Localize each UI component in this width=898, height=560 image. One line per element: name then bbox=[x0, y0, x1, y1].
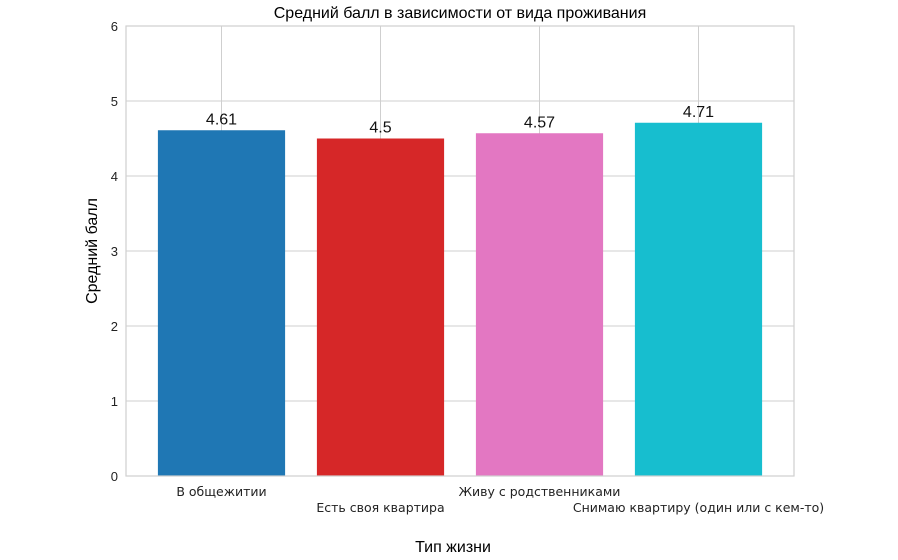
x-tick-label: Снимаю квартиру (один или с кем-то) bbox=[573, 500, 824, 515]
chart-title: Средний балл в зависимости от вида прожи… bbox=[274, 5, 646, 22]
x-tick-label: Есть своя квартира bbox=[316, 500, 444, 515]
y-tick-label: 6 bbox=[111, 19, 118, 34]
y-tick-label: 2 bbox=[111, 319, 118, 334]
x-axis-label: Тип жизни bbox=[415, 539, 491, 556]
bar bbox=[634, 122, 763, 476]
y-axis-label: Средний балл bbox=[84, 198, 101, 304]
bar-value-label: 4.5 bbox=[369, 120, 391, 137]
plot-frame bbox=[125, 25, 795, 477]
bar-value-label: 4.57 bbox=[524, 114, 555, 131]
y-tick-label: 1 bbox=[111, 394, 118, 409]
value-labels: 4.61 4.5 4.57 4.71 bbox=[206, 104, 714, 137]
y-tick-label: 0 bbox=[111, 469, 118, 484]
x-tick-label: Живу с родственниками bbox=[459, 484, 621, 499]
bar bbox=[475, 133, 604, 476]
bar-value-label: 4.61 bbox=[206, 111, 237, 128]
y-tick-label: 4 bbox=[111, 169, 118, 184]
bar bbox=[316, 138, 445, 476]
bar-value-label: 4.71 bbox=[683, 104, 714, 121]
x-tick-label: В общежитии bbox=[176, 484, 266, 499]
bar bbox=[157, 130, 286, 476]
y-tick-label: 3 bbox=[111, 244, 118, 259]
y-tick-label: 5 bbox=[111, 94, 118, 109]
y-axis-ticks: 0 1 2 3 4 5 6 bbox=[111, 19, 118, 484]
bars bbox=[157, 122, 763, 476]
x-axis-tick-labels: В общежитии Есть своя квартира Живу с родс… bbox=[176, 484, 824, 515]
